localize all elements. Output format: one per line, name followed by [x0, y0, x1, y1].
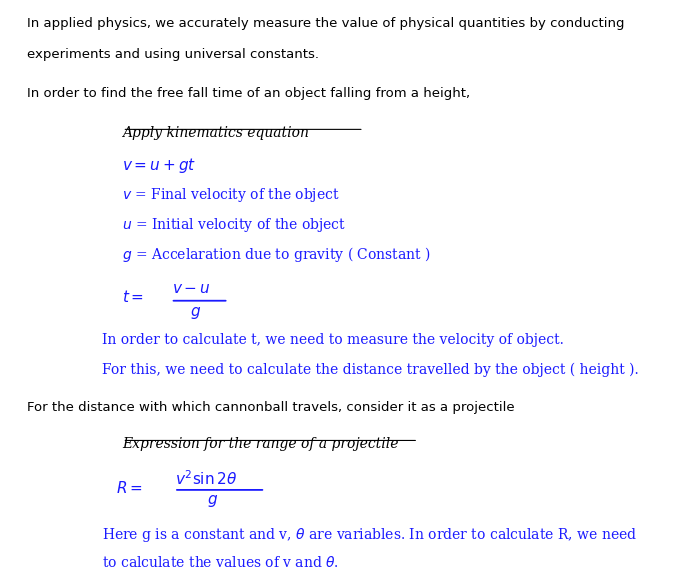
- Text: Expression for the range of a projectile: Expression for the range of a projectile: [122, 437, 399, 451]
- Text: $R = $: $R = $: [116, 480, 142, 496]
- Text: In applied physics, we accurately measure the value of physical quantities by co: In applied physics, we accurately measur…: [27, 17, 625, 30]
- Text: $v$ = Final velocity of the object: $v$ = Final velocity of the object: [122, 186, 340, 204]
- Text: For the distance with which cannonball travels, consider it as a projectile: For the distance with which cannonball t…: [27, 401, 515, 415]
- Text: $t = $: $t = $: [122, 289, 144, 305]
- Text: $u$ = Initial velocity of the object: $u$ = Initial velocity of the object: [122, 216, 346, 233]
- Text: In order to find the free fall time of an object falling from a height,: In order to find the free fall time of a…: [27, 87, 471, 100]
- Text: $g$ = Accelaration due to gravity ( Constant ): $g$ = Accelaration due to gravity ( Cons…: [122, 245, 431, 264]
- Text: Here g is a constant and v, $\theta$ are variables. In order to calculate R, we : Here g is a constant and v, $\theta$ are…: [102, 526, 637, 543]
- Text: $g$: $g$: [190, 305, 201, 321]
- Text: $v = u + gt$: $v = u + gt$: [122, 156, 197, 175]
- Text: experiments and using universal constants.: experiments and using universal constant…: [27, 48, 319, 61]
- Text: Apply kinematics equation: Apply kinematics equation: [122, 126, 309, 140]
- Text: In order to calculate t, we need to measure the velocity of object.: In order to calculate t, we need to meas…: [102, 333, 564, 347]
- Text: to calculate the values of v and $\theta$.: to calculate the values of v and $\theta…: [102, 555, 339, 570]
- Text: For this, we need to calculate the distance travelled by the object ( height ).: For this, we need to calculate the dista…: [102, 362, 639, 377]
- Text: $v^2 \sin 2\theta$: $v^2 \sin 2\theta$: [175, 469, 237, 488]
- Text: $v - u$: $v - u$: [172, 282, 211, 296]
- Text: $g$: $g$: [207, 493, 218, 509]
